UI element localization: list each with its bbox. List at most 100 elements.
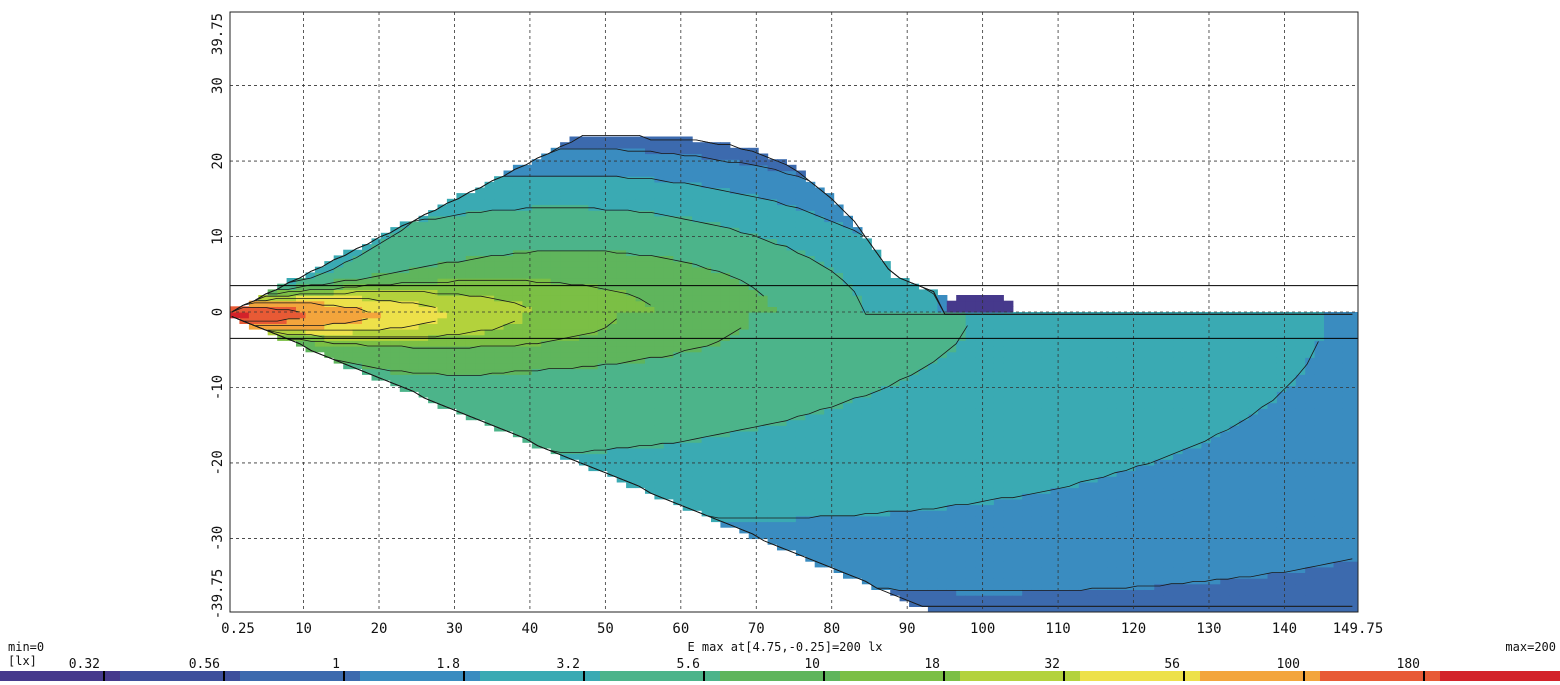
heatmap-cell [701,317,712,324]
heatmap-cell [918,312,929,319]
heatmap-cell [993,578,1004,585]
heatmap-cell [616,317,627,324]
heatmap-cell [1154,408,1165,415]
heatmap-cell [1003,357,1014,364]
heatmap-cell [786,527,797,534]
heatmap-cell [626,244,637,251]
heatmap-cell [880,487,891,494]
heatmap-cell [484,340,495,347]
heatmap-cell [616,340,627,347]
heatmap-cell [597,170,608,177]
heatmap-cell [409,368,420,375]
heatmap-cell [909,476,920,483]
heatmap-cell [343,261,354,268]
heatmap-cell [729,357,740,364]
heatmap-cell [1003,430,1014,438]
heatmap-cell [1163,442,1174,449]
heatmap-cell [550,346,561,353]
heatmap-cell [843,266,853,273]
heatmap-cell [814,549,825,556]
heatmap-cell [531,334,542,341]
heatmap-cell [1041,555,1052,562]
heatmap-cell [503,419,514,426]
heatmap-cell [729,187,740,194]
heatmap-cell [1173,476,1184,483]
heatmap-cell [777,459,787,466]
heatmap-cell [843,334,853,341]
heatmap-cell [701,402,712,409]
heatmap-cell [1022,555,1033,562]
heatmap-cell [984,295,995,302]
heatmap-cell [739,227,750,234]
heatmap-cell [1069,464,1080,472]
heatmap-cell [871,357,882,364]
heatmap-cell [569,413,580,421]
heatmap-cell [956,600,967,607]
heatmap-cell [1078,346,1089,353]
heatmap-cell [767,464,778,472]
heatmap-cell [1135,572,1146,579]
heatmap-cell [843,329,853,336]
heatmap-cell [880,312,891,319]
heatmap-cell [645,187,655,194]
heatmap-cell [720,317,731,324]
heatmap-cell [720,476,731,483]
heatmap-cell [1173,402,1184,409]
heatmap-cell [456,272,467,279]
heatmap-cell [1097,544,1108,551]
heatmap-cell [1126,521,1136,528]
heatmap-cell [975,419,986,426]
heatmap-cell [597,340,608,347]
heatmap-cell [494,278,505,285]
heatmap-cell [314,323,325,330]
heatmap-cell [692,261,703,268]
heatmap-cell [1088,555,1099,562]
heatmap-cell [711,481,721,489]
heatmap-cell [711,244,721,251]
heatmap-cell [1012,481,1023,489]
heatmap-cell [645,447,655,455]
heatmap-cell [861,527,872,534]
heatmap-cell [692,368,703,375]
heatmap-cell [607,255,618,262]
heatmap-cell [588,447,599,455]
heatmap-cell [616,396,627,404]
heatmap-cell [541,170,552,177]
heatmap-cell [1154,476,1165,483]
heatmap-cell [579,306,589,313]
heatmap-cell [824,408,835,415]
heatmap-cell [833,487,844,494]
heatmap-cell [1135,504,1146,511]
heatmap-cell [861,362,872,370]
heatmap-cell [993,481,1004,489]
heatmap-cell [550,385,561,392]
heatmap-cell [937,521,948,528]
heatmap-cell [701,385,712,392]
heatmap-cell [1050,595,1061,602]
heatmap-cell [673,198,684,206]
heatmap-cell [607,323,618,330]
heatmap-cell [871,278,882,285]
heatmap-cell [1182,323,1193,330]
heatmap-cell [607,266,618,273]
heatmap-cell [748,419,759,426]
heatmap-cell [720,374,731,381]
heatmap-cell [588,391,599,398]
heatmap-cell [682,436,693,443]
heatmap-cell [767,244,778,251]
heatmap-cell [1144,351,1155,358]
heatmap-cell [560,436,571,443]
heatmap-cell [635,346,646,353]
heatmap-cell [758,181,769,189]
heatmap-cell [946,470,957,477]
heatmap-cell [616,164,627,172]
heatmap-cell [296,300,306,307]
heatmap-cell [654,232,665,240]
heatmap-cell [503,408,514,415]
heatmap-cell [616,362,627,370]
heatmap-cell [522,351,533,358]
heatmap-cell [673,408,684,415]
heatmap-cell [456,215,467,223]
heatmap-cell [795,283,806,290]
heatmap-cell [767,538,778,545]
